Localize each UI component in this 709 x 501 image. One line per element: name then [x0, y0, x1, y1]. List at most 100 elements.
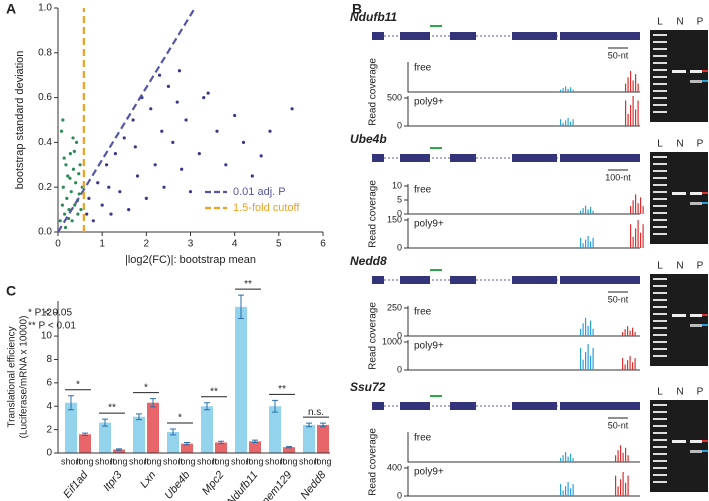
bar [249, 441, 261, 453]
coverage [635, 228, 637, 248]
gel-ladder [653, 355, 667, 357]
bar [167, 431, 179, 453]
coverage [627, 475, 629, 496]
y-tick-label: 0 [46, 448, 52, 459]
scale-label: 50-nt [608, 294, 629, 304]
coverage [570, 453, 572, 462]
bar-sublabel: short [231, 456, 252, 466]
bar [133, 416, 145, 453]
coverage [560, 484, 562, 496]
bar-sublabel: short [61, 456, 82, 466]
category-label: Eif1ad [61, 468, 91, 500]
error-bar [320, 422, 326, 428]
error-bar [306, 422, 312, 428]
point [77, 192, 81, 196]
gel-ladder [653, 69, 667, 71]
panel-label: A [6, 1, 16, 17]
bar-sublabel: long [280, 456, 297, 466]
gel-ladder [653, 411, 667, 413]
annotation: * P < 0.05 [28, 308, 72, 319]
gel-ladder [653, 446, 667, 448]
coverage [587, 236, 589, 248]
error-bar [286, 446, 292, 449]
coverage [572, 484, 574, 496]
coverage [635, 109, 637, 126]
y-tick-label: 0 [397, 208, 402, 218]
point [107, 185, 111, 189]
bar-sublabel: long [110, 456, 127, 466]
point [268, 129, 272, 133]
gene-exon [400, 402, 430, 410]
gel-ladder [653, 292, 667, 294]
track-label: free [414, 63, 432, 74]
point [65, 196, 69, 200]
point [109, 212, 113, 216]
point [58, 219, 62, 223]
gel-ladder [653, 62, 667, 64]
gel-ladder [653, 233, 667, 235]
coverage [640, 197, 642, 214]
coverage [570, 87, 572, 92]
lane-label: L [657, 261, 663, 272]
point [171, 140, 175, 144]
error-bar [184, 441, 190, 446]
coverage [560, 119, 562, 126]
gel-ladder [653, 285, 667, 287]
point [122, 136, 126, 140]
coverage [637, 100, 639, 126]
significance-label: ** [108, 403, 116, 414]
significance-label: * [144, 382, 148, 393]
point [259, 154, 263, 158]
y-tick-label: 1000 [382, 336, 402, 346]
coverage [629, 330, 631, 336]
coverage [562, 122, 564, 126]
x-tick-label: 4 [232, 239, 238, 250]
coverage [624, 329, 626, 336]
lane-label: P [697, 261, 704, 272]
bar-sublabel: long [76, 456, 93, 466]
track-label: poly9+ [414, 219, 444, 230]
coverage [565, 86, 567, 92]
bar [65, 402, 77, 453]
bar-sublabel: long [178, 456, 195, 466]
point [206, 91, 210, 95]
gel-ladder [653, 327, 667, 329]
gel-ladder [653, 184, 667, 186]
significance-label: * [178, 413, 182, 424]
track-axis [407, 306, 640, 337]
gel-ladder [653, 432, 667, 434]
coverage [615, 455, 617, 462]
coverage [632, 96, 634, 126]
track-label: free [414, 433, 432, 444]
gel-band [690, 440, 702, 443]
y-axis-label: Read coverage [368, 302, 379, 370]
gel-ladder [653, 191, 667, 193]
point [78, 163, 82, 167]
coverage [615, 475, 617, 496]
y-tick-label: 150 [387, 214, 402, 224]
panel-label: B [352, 1, 362, 17]
scale-label: 50-nt [608, 420, 629, 430]
gel-ladder [653, 474, 667, 476]
gel-ladder [653, 341, 667, 343]
x-tick-label: 3 [188, 239, 194, 250]
coverage [625, 447, 627, 462]
gene-exon [512, 276, 557, 284]
point [91, 219, 95, 223]
coverage [617, 486, 619, 496]
coverage [592, 328, 594, 336]
gene-exon [372, 402, 384, 410]
x-tick-label: 2 [144, 239, 150, 250]
bar-sublabel: short [95, 456, 116, 466]
point [63, 225, 68, 230]
point [71, 136, 75, 140]
coverage [642, 206, 644, 214]
point [61, 185, 65, 189]
point [224, 163, 228, 167]
legend-label: 1.5-fold cutoff [233, 202, 300, 214]
significance-label: ** [210, 386, 218, 397]
error-bar [218, 440, 224, 445]
point [157, 73, 162, 77]
gel-ladder [653, 34, 667, 36]
coverage [580, 328, 582, 336]
